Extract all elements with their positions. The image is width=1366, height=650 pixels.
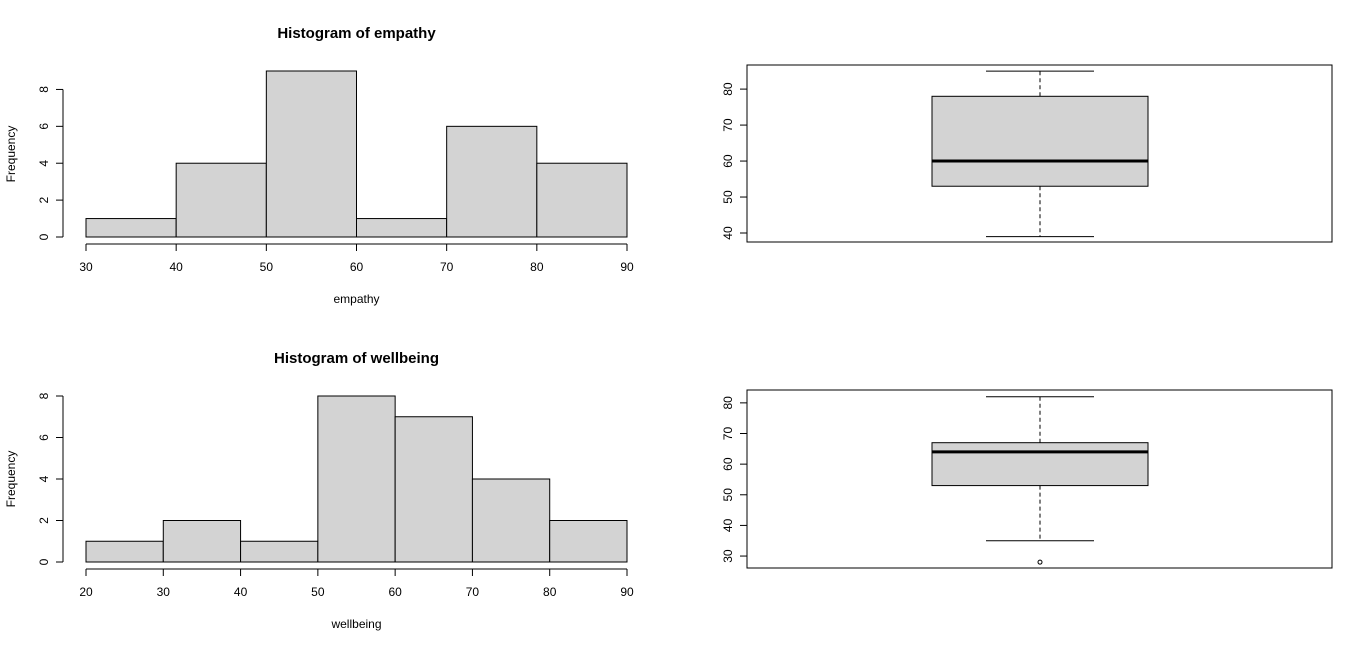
y-tick-label: 40 <box>721 518 735 532</box>
bar <box>265 70 358 238</box>
bar <box>175 162 267 238</box>
x-tick-label: 90 <box>620 585 634 599</box>
x-tick-label: 20 <box>79 585 93 599</box>
x-tick-label: 60 <box>350 260 364 274</box>
chart-title: Histogram of wellbeing <box>274 350 439 367</box>
bar <box>85 540 164 563</box>
y-tick-label: 6 <box>37 434 51 441</box>
bar <box>317 395 396 563</box>
box <box>931 95 1149 187</box>
x-tick-label: 40 <box>169 260 183 274</box>
y-tick-label: 80 <box>721 82 735 96</box>
bar <box>85 218 177 238</box>
y-tick-label: 8 <box>37 392 51 399</box>
x-tick-label: 70 <box>466 585 480 599</box>
bar <box>446 125 538 238</box>
y-tick-label: 2 <box>37 517 51 524</box>
bar <box>471 478 551 563</box>
x-tick-label: 90 <box>620 260 634 274</box>
y-tick-label: 50 <box>721 488 735 502</box>
y-tick-label: 0 <box>37 558 51 565</box>
x-tick-label: 80 <box>543 585 557 599</box>
x-tick-label: 70 <box>440 260 454 274</box>
x-tick-label: 60 <box>388 585 402 599</box>
y-tick-label: 30 <box>721 549 735 563</box>
bar <box>549 520 628 563</box>
y-tick-label: 70 <box>721 427 735 441</box>
bar <box>356 218 448 238</box>
bar <box>394 416 473 563</box>
y-tick-label: 2 <box>37 196 51 203</box>
outlier <box>1037 559 1043 565</box>
x-axis-label: wellbeing <box>330 617 381 631</box>
y-tick-label: 70 <box>721 118 735 132</box>
x-tick-label: 80 <box>530 260 544 274</box>
y-tick-label: 40 <box>721 226 735 240</box>
y-tick-label: 60 <box>721 154 735 168</box>
bar <box>162 520 242 563</box>
x-tick-label: 50 <box>260 260 274 274</box>
y-tick-label: 4 <box>37 475 51 482</box>
y-axis-label: Frequency <box>4 126 18 183</box>
box <box>931 442 1149 487</box>
y-tick-label: 80 <box>721 396 735 410</box>
bar <box>536 162 628 238</box>
y-tick-label: 4 <box>37 160 51 167</box>
y-tick-label: 8 <box>37 86 51 93</box>
x-tick-label: 40 <box>234 585 248 599</box>
x-tick-label: 30 <box>79 260 93 274</box>
chart-title: Histogram of empathy <box>277 25 436 42</box>
x-tick-label: 30 <box>157 585 171 599</box>
x-axis-label: empathy <box>333 292 379 306</box>
bar <box>240 540 319 563</box>
x-tick-label: 50 <box>311 585 325 599</box>
y-tick-label: 60 <box>721 457 735 471</box>
y-tick-label: 50 <box>721 190 735 204</box>
y-tick-label: 6 <box>37 123 51 130</box>
y-axis-label: Frequency <box>4 451 18 508</box>
y-tick-label: 0 <box>37 233 51 240</box>
